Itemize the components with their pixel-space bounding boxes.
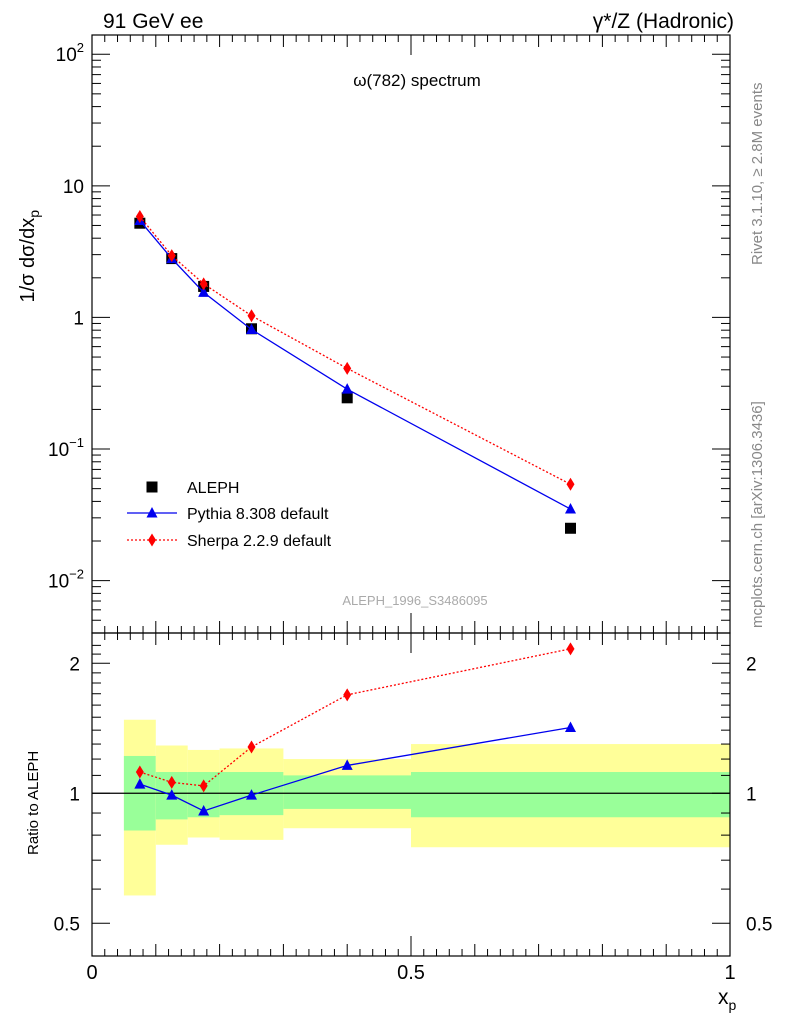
legend-label-2: Sherpa 2.2.9 default xyxy=(187,533,332,550)
main-point-2-2 xyxy=(199,277,208,291)
main-point-1-2 xyxy=(198,286,210,297)
ratio-ytick-label-left-1: 1 xyxy=(69,784,80,805)
legend-marker-1 xyxy=(146,507,158,518)
main-series-line-2 xyxy=(139,216,571,485)
main-ytick-label-1: 10−1 xyxy=(48,435,84,461)
ratio-point-0-4 xyxy=(341,759,353,770)
main-point-0-4 xyxy=(341,392,353,404)
main-panel-title: ω(782) spectrum xyxy=(353,71,481,90)
main-series-line-1 xyxy=(139,220,571,510)
ratio-series-line-0 xyxy=(139,726,571,812)
main-ytick-exp-1: −1 xyxy=(69,435,84,450)
ratio-point-0-3 xyxy=(246,789,257,800)
x-axis-title: xp xyxy=(718,986,737,1013)
x-tick-label-1: 0.5 xyxy=(397,962,425,984)
ratio-point-1-3 xyxy=(247,740,256,754)
legend-label-0: ALEPH xyxy=(187,480,239,497)
main-point-2-4 xyxy=(343,361,352,375)
main-ytick-base-1: 10 xyxy=(48,440,69,461)
ratio-panel-frame xyxy=(91,632,731,957)
main-ytick-label-0: 10−2 xyxy=(48,567,84,593)
ratio-point-0-0 xyxy=(134,778,146,789)
legend-marker-2 xyxy=(148,533,156,547)
y-axis-title: 1/σ dσ/dxp xyxy=(17,210,42,303)
ratio-ytick-label-right-2: 2 xyxy=(746,654,757,675)
ratio-ytick-label-right-0: 0.5 xyxy=(746,914,772,935)
ratio-point-1-5 xyxy=(566,642,575,656)
y-axis-title-main: 1/σ dσ/dx xyxy=(17,218,39,303)
main-point-1-5 xyxy=(565,503,576,514)
legend-label-1: Pythia 8.308 default xyxy=(187,506,329,523)
main-point-2-1 xyxy=(167,249,176,263)
ratio-point-0-5 xyxy=(565,721,576,732)
main-point-2-0 xyxy=(135,209,144,223)
ratio-point-0-1 xyxy=(166,789,178,800)
ratio-point-1-2 xyxy=(199,779,208,793)
main-ytick-label-4: 102 xyxy=(56,40,84,66)
ratio-ytick-label-left-0: 0.5 xyxy=(54,914,80,935)
ratio-point-0-2 xyxy=(198,804,210,816)
band-inner-5 xyxy=(411,772,730,818)
ratio-point-1-4 xyxy=(343,688,352,702)
rivet-version-label: Rivet 3.1.10, ≥ 2.8M events xyxy=(749,83,766,266)
y-axis-title-sub: p xyxy=(26,210,42,218)
main-series-group xyxy=(134,209,576,534)
ratio-ytick-label-right-1: 1 xyxy=(746,784,757,805)
x-axis-title-main: x xyxy=(718,986,729,1009)
main-ytick-base-0: 10 xyxy=(48,572,69,593)
header-right-label: γ*/Z (Hadronic) xyxy=(593,10,734,33)
x-tick-label-0: 0 xyxy=(86,962,97,984)
main-point-1-3 xyxy=(246,323,257,334)
legend: ALEPH Pythia 8.308 default Sherpa 2.2.9 de… xyxy=(127,480,332,550)
band-inner-4 xyxy=(283,775,411,809)
main-point-1-4 xyxy=(341,383,353,394)
main-point-0-5 xyxy=(565,522,576,534)
ratio-point-1-0 xyxy=(135,765,144,779)
x-tick-label-2: 1 xyxy=(724,962,735,984)
ratio-ytick-label-left-2: 2 xyxy=(69,654,80,675)
ratio-y-axis-title: Ratio to ALEPH xyxy=(25,751,42,855)
main-ytick-exp-4: 2 xyxy=(77,40,84,55)
ratio-point-1-1 xyxy=(167,775,176,789)
ratio-series-line-1 xyxy=(139,648,571,787)
main-point-2-3 xyxy=(247,309,256,323)
main-ytick-label-3: 10 xyxy=(63,177,84,198)
main-ytick-exp-0: −2 xyxy=(69,567,84,582)
ratio-series-group xyxy=(134,642,576,816)
main-point-2-5 xyxy=(566,477,575,491)
header-left-label: 91 GeV ee xyxy=(103,10,203,33)
x-axis-title-sub: p xyxy=(729,997,737,1013)
main-ytick-label-2: 1 xyxy=(73,308,84,329)
legend-marker-0 xyxy=(146,481,158,493)
watermark-label: ALEPH_1996_S3486095 xyxy=(342,593,487,608)
main-ytick-base-4: 10 xyxy=(56,45,77,66)
mcplots-reference-label: mcplots.cern.ch [arXiv:1306.3436] xyxy=(749,401,766,628)
